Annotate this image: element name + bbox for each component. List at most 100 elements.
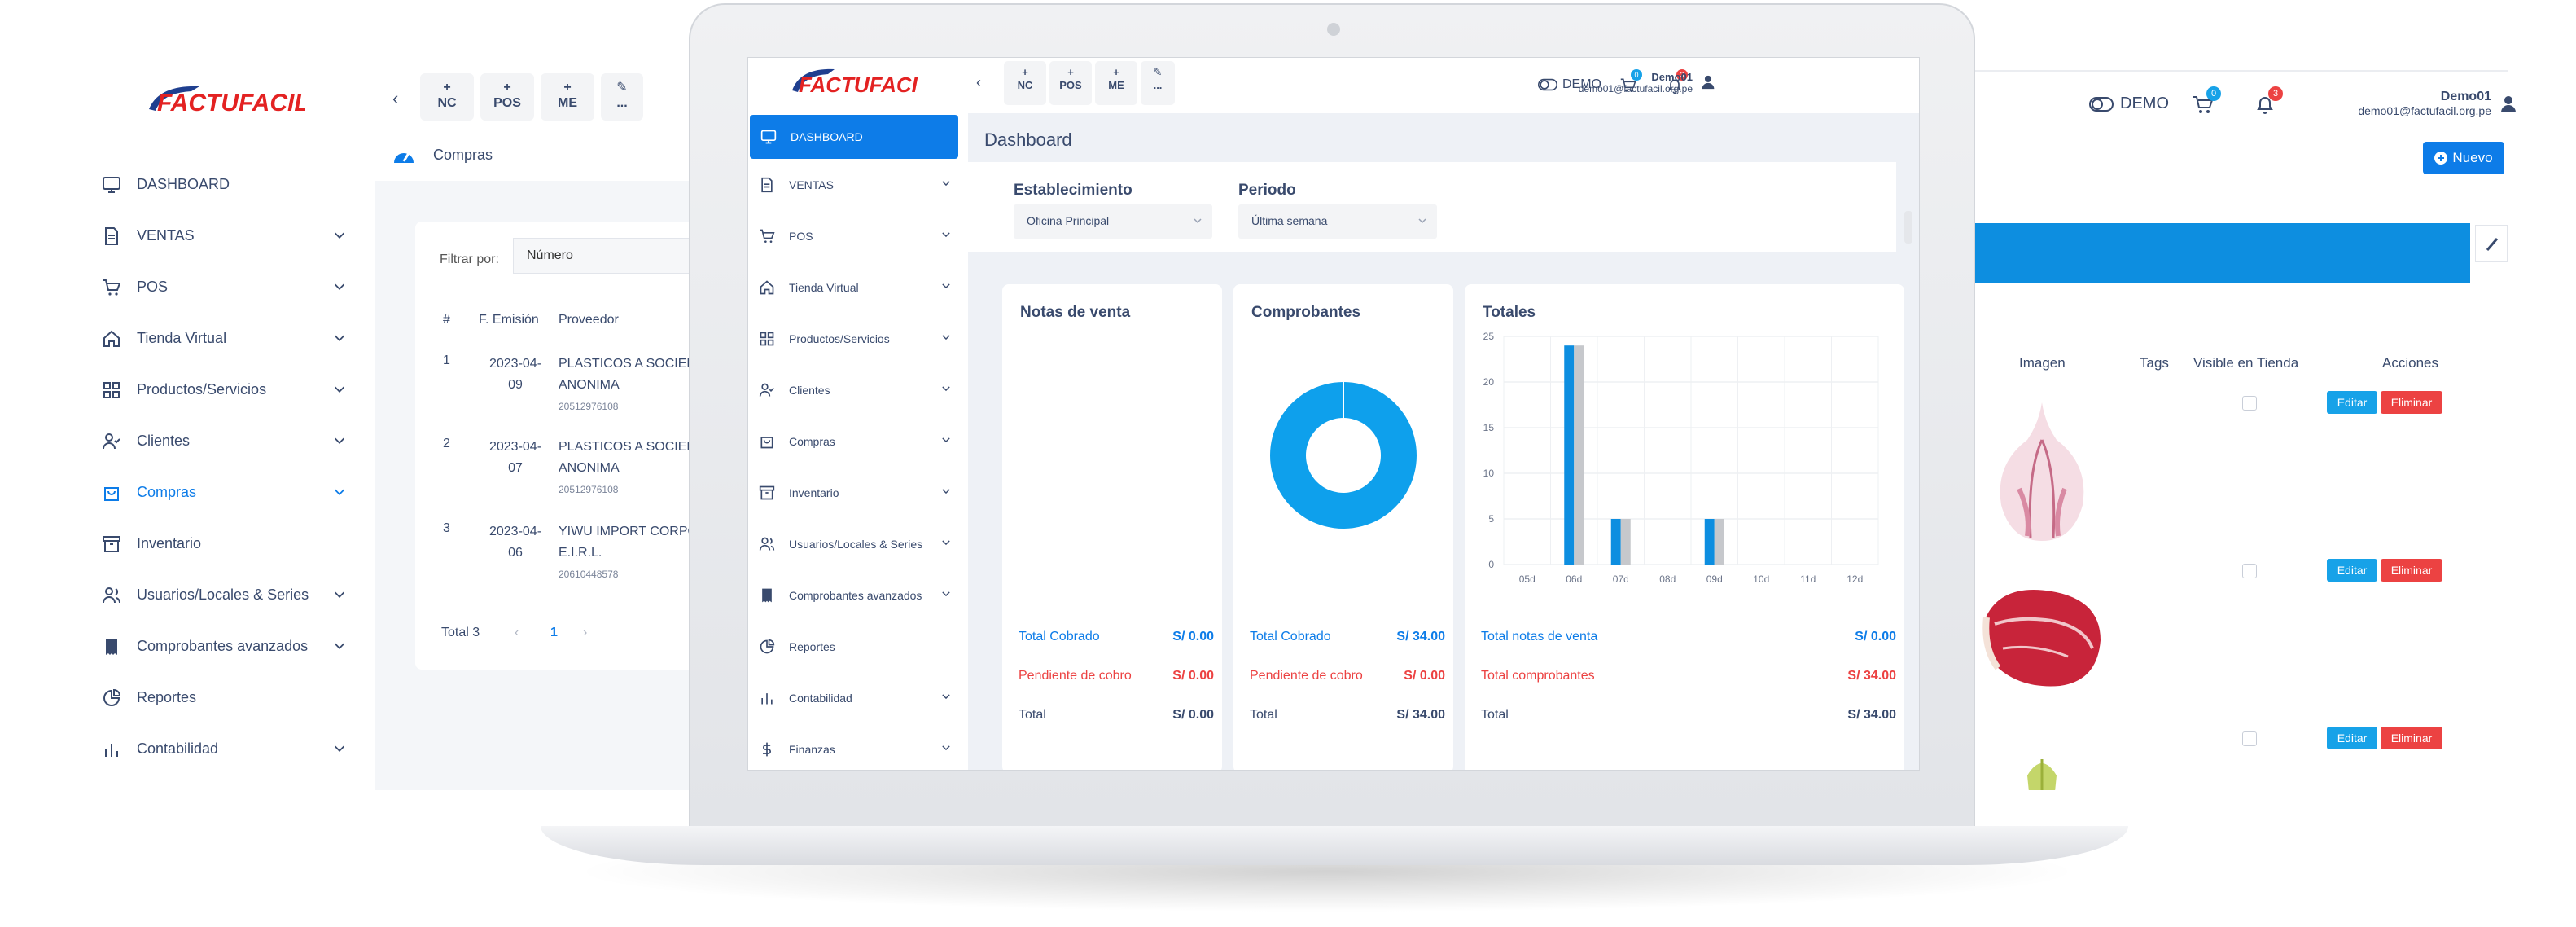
sidebar-item-usuarios-locales-series[interactable]: Usuarios/Locales & Series (748, 518, 968, 569)
more-button[interactable]: ✎... (1141, 61, 1175, 105)
sidebar-item-label: POS (137, 279, 169, 295)
chevron-down-icon (940, 434, 953, 447)
new-product-button[interactable]: Nuevo (2423, 142, 2504, 174)
sidebar-item-comprobantes-avanzados[interactable]: Comprobantes avanzados (748, 569, 968, 621)
user-icon[interactable] (1701, 74, 1715, 94)
sidebar-item-inventario[interactable]: Inventario (81, 518, 375, 569)
demo-toggle[interactable]: DEMO (1538, 77, 1601, 92)
receipts-card: Comprobantes Total Cobrado S/ 34.00 Pendi… (1233, 284, 1453, 770)
table-row[interactable]: Editar Eliminar (1970, 559, 2508, 722)
next-page-button[interactable]: › (583, 626, 588, 639)
sidebar-item-pos[interactable]: POS (81, 261, 375, 313)
sidebar: FACTUFACIL DASHBOARD VENTAS POS Tienda Virt… (748, 58, 968, 770)
sidebar-item-reportes[interactable]: Reportes (81, 672, 375, 723)
edit-button[interactable]: Editar (2327, 559, 2377, 582)
new-nc-button[interactable]: + NC (1004, 61, 1046, 105)
cart-icon (1620, 78, 1636, 92)
sidebar-item-label: Reportes (137, 689, 197, 705)
row-date: 2023-04- 06 (488, 525, 542, 560)
card-title: Totales (1483, 304, 1536, 321)
visible-checkbox[interactable] (2242, 731, 2257, 746)
new-nc-button[interactable]: + NC (420, 73, 474, 121)
new-pos-button[interactable]: + POS (1049, 61, 1092, 105)
sidebar-item-compras[interactable]: Compras (748, 415, 968, 467)
new-me-button[interactable]: + ME (1095, 61, 1137, 105)
sidebar-item-dashboard[interactable]: DASHBOARD (81, 159, 375, 210)
chevron-down-icon (332, 485, 348, 501)
sidebar-item-finanzas[interactable]: Finanzas (748, 723, 968, 770)
user-name: Demo01 (1651, 71, 1693, 83)
visible-checkbox[interactable] (2242, 396, 2257, 411)
table-row[interactable]: Editar Eliminar (1970, 727, 2508, 790)
sidebar-item-usuarios-locales-series[interactable]: Usuarios/Locales & Series (81, 569, 375, 621)
user-icon[interactable] (2499, 94, 2517, 118)
prev-page-button[interactable]: ‹ (515, 626, 519, 639)
cart-icon (758, 227, 776, 245)
sidebar-item-productos-servicios[interactable]: Productos/Servicios (81, 364, 375, 415)
sidebar-item-productos-servicios[interactable]: Productos/Servicios (748, 313, 968, 364)
delete-button[interactable]: Eliminar (2381, 391, 2442, 414)
notifications-button[interactable]: 3 (2255, 86, 2283, 120)
products-window: DEMO 0 3 Demo01 demo01@factufacil.org.pe… (1970, 65, 2576, 790)
col-provider: Proveedor (559, 313, 619, 327)
sidebar-item-comprobantes-avanzados[interactable]: Comprobantes avanzados (81, 621, 375, 672)
bell-badge: 3 (2268, 86, 2283, 101)
notifications-button[interactable]: 3 (1667, 69, 1688, 99)
sidebar-item-clientes[interactable]: Clientes (81, 415, 375, 467)
cart-button[interactable]: 0 (1619, 69, 1642, 98)
cart-button[interactable]: 0 (2192, 86, 2221, 120)
bar[interactable] (1574, 345, 1584, 565)
donut-slice[interactable] (1269, 382, 1417, 529)
bag-icon (758, 433, 776, 450)
collapse-icon[interactable]: ‹ (392, 88, 399, 108)
sidebar-item-inventario[interactable]: Inventario (748, 467, 968, 518)
delete-button[interactable]: Eliminar (2381, 559, 2442, 582)
bar[interactable] (1564, 345, 1575, 565)
visible-checkbox[interactable] (2242, 564, 2257, 578)
current-page[interactable]: 1 (550, 626, 558, 639)
sidebar-item-pos[interactable]: POS (748, 210, 968, 261)
file-icon (758, 176, 776, 194)
cart-icon (101, 277, 122, 298)
collapse-icon[interactable]: ‹ (976, 74, 981, 90)
bar[interactable] (1610, 519, 1621, 565)
factufacil-logo[interactable]: FACTUFACIL (142, 78, 309, 131)
bar[interactable] (1620, 519, 1631, 565)
factufacil-logo[interactable]: FACTUFACIL (787, 63, 931, 112)
receipt-icon (101, 636, 122, 657)
chevron-down-icon (1194, 218, 1202, 224)
establishment-select[interactable]: Oficina Principal (1014, 204, 1212, 239)
y-tick-label: 25 (1483, 331, 1495, 342)
user-info[interactable]: Demo01 demo01@factufacil.org.pe (1489, 71, 1693, 94)
sidebar-item-contabilidad[interactable]: Contabilidad (81, 723, 375, 775)
period-select[interactable]: Última semana (1238, 204, 1437, 239)
edit-button[interactable]: Editar (2327, 391, 2377, 414)
edit-button[interactable]: Editar (2327, 727, 2377, 749)
filters-card: Establecimiento Oficina Principal Period… (968, 162, 1896, 252)
summary-row: Pendiente de cobro S/ 0.00 (1019, 669, 1214, 683)
demo-label: DEMO (1562, 77, 1601, 91)
bar[interactable] (1714, 519, 1724, 565)
scrollbar[interactable] (1904, 211, 1912, 244)
sidebar-item-reportes[interactable]: Reportes (748, 621, 968, 672)
sidebar-item-clientes[interactable]: Clientes (748, 364, 968, 415)
side-edit-tab[interactable] (2475, 225, 2508, 262)
sidebar-item-ventas[interactable]: VENTAS (81, 210, 375, 261)
sidebar-item-dashboard[interactable]: DASHBOARD (750, 115, 958, 159)
x-tick-label: 05d (1519, 573, 1536, 585)
new-me-button[interactable]: + ME (541, 73, 594, 121)
table-row[interactable]: Editar Eliminar (1970, 391, 2508, 554)
delete-button[interactable]: Eliminar (2381, 727, 2442, 749)
demo-toggle[interactable]: DEMO (2089, 94, 2169, 113)
y-tick-label: 0 (1488, 559, 1494, 570)
new-pos-button[interactable]: + POS (480, 73, 534, 121)
sidebar-item-compras[interactable]: Compras (81, 467, 375, 518)
more-button[interactable]: ✎... (601, 73, 643, 121)
sidebar-item-contabilidad[interactable]: Contabilidad (748, 672, 968, 723)
sidebar-item-tienda-virtual[interactable]: Tienda Virtual (81, 313, 375, 364)
sidebar-item-ventas[interactable]: VENTAS (748, 159, 968, 210)
x-tick-label: 11d (1800, 573, 1816, 585)
user-info[interactable]: Demo01 demo01@factufacil.org.pe (2304, 90, 2491, 117)
sidebar-item-tienda-virtual[interactable]: Tienda Virtual (748, 261, 968, 313)
bar[interactable] (1704, 519, 1715, 565)
